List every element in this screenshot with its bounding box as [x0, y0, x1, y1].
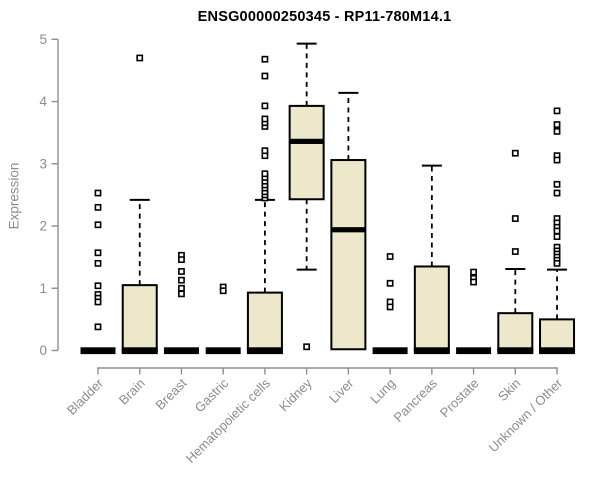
outlier-bladder	[94, 221, 102, 229]
outlier-hematopoietic-cells	[261, 115, 269, 123]
outlier-bladder	[94, 282, 102, 290]
outlier-unknown-other	[553, 189, 561, 197]
outlier-prostate	[470, 268, 477, 276]
box-collapsed-breast	[163, 347, 199, 355]
median-kidney	[289, 138, 324, 144]
outlier-bladder	[94, 203, 102, 211]
outlier-hematopoietic-cells	[261, 72, 269, 80]
x-tick-label-skin: Skin	[495, 376, 523, 404]
y-tick-label: 3	[39, 156, 47, 171]
x-tick-label-breast: Breast	[152, 375, 189, 412]
outlier-breast	[178, 276, 185, 284]
median-brain	[121, 347, 158, 355]
median-hematopoietic-cells	[246, 347, 283, 355]
median-unknown-other	[539, 347, 576, 355]
outlier-unknown-other	[553, 180, 561, 188]
outlier-breast	[178, 290, 185, 298]
x-tick-label-bladder: Bladder	[64, 375, 107, 418]
outlier-unknown-other	[553, 227, 561, 235]
x-tick-label-unknown-other: Unknown / Other	[486, 375, 566, 455]
x-tick-label-kidney: Kidney	[276, 375, 315, 414]
y-tick-label: 0	[39, 343, 47, 358]
median-pancreas	[413, 347, 450, 355]
outlier-unknown-other	[553, 233, 561, 241]
x-tick-label-brain: Brain	[116, 376, 148, 408]
box-collapsed-bladder	[80, 347, 116, 355]
outlier-hematopoietic-cells	[261, 147, 269, 155]
outlier-unknown-other	[553, 128, 561, 135]
outlier-bladder	[94, 298, 102, 306]
box-liver	[330, 159, 367, 351]
x-tick-label-pancreas: Pancreas	[391, 375, 441, 425]
outlier-bladder	[94, 249, 102, 257]
outlier-brain	[136, 54, 144, 62]
outlier-bladder	[94, 189, 102, 197]
x-tick-label-lung: Lung	[367, 376, 398, 407]
outlier-bladder	[94, 323, 102, 331]
box-kidney	[288, 104, 325, 201]
outlier-skin	[511, 248, 519, 255]
outlier-hematopoietic-cells	[261, 55, 269, 63]
box-pancreas	[413, 265, 450, 352]
outlier-gastric	[219, 287, 227, 295]
x-tick-label-liver: Liver	[326, 375, 357, 406]
outlier-unknown-other	[553, 107, 561, 115]
x-tick-label-gastric: Gastric	[192, 375, 232, 415]
box-collapsed-prostate	[456, 347, 492, 355]
outlier-prostate	[470, 278, 477, 286]
outlier-skin	[511, 149, 519, 157]
median-liver	[331, 227, 366, 233]
x-tick-label-prostate: Prostate	[437, 376, 482, 421]
box-collapsed-gastric	[205, 347, 241, 355]
outlier-bladder	[94, 259, 102, 267]
y-tick-label: 1	[39, 281, 47, 296]
outlier-lung	[386, 253, 394, 260]
y-tick-label: 5	[39, 32, 47, 47]
chart-title: ENSG00000250345 - RP11-780M14.1	[197, 9, 452, 25]
median-skin	[497, 347, 534, 355]
box-collapsed-lung	[372, 347, 408, 355]
outlier-unknown-other	[553, 121, 561, 128]
outlier-breast	[178, 268, 185, 275]
y-tick-label: 2	[39, 219, 47, 234]
outlier-lung	[386, 303, 394, 311]
outlier-unknown-other	[553, 156, 561, 164]
box-hematopoietic-cells	[246, 291, 283, 352]
outlier-breast	[178, 284, 185, 292]
box-brain	[121, 284, 158, 352]
y-tick-label: 4	[39, 94, 47, 109]
outlier-skin	[511, 215, 519, 222]
outlier-lung	[386, 279, 394, 287]
outlier-hematopoietic-cells	[261, 170, 269, 178]
outlier-breast	[178, 256, 185, 264]
box-skin	[497, 312, 534, 352]
outlier-unknown-other	[553, 259, 561, 267]
outlier-hematopoietic-cells	[261, 102, 269, 110]
outlier-kidney	[303, 343, 311, 351]
box-unknown-other	[539, 318, 576, 352]
